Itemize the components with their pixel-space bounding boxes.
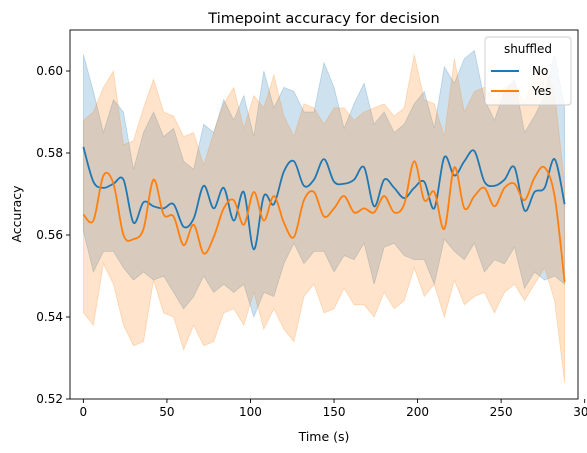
y-axis-label: Accuracy xyxy=(9,185,24,243)
series-lines xyxy=(82,146,566,283)
confidence-band-yes xyxy=(82,54,566,383)
series-line-yes xyxy=(82,160,566,283)
legend-title: shuffled xyxy=(504,42,552,56)
chart-title: Timepoint accuracy for decision xyxy=(207,11,439,27)
y-tick-label: 0.56 xyxy=(36,228,63,242)
plot-frame xyxy=(69,29,579,400)
y-axis-ticks: 0.52 0.54 0.56 0.58 0.60 xyxy=(36,64,70,406)
confidence-bands xyxy=(82,49,566,383)
legend-label-no: No xyxy=(532,64,548,78)
x-axis-label: Time (s) xyxy=(298,429,350,444)
x-tick-label: 0 xyxy=(80,405,88,419)
x-axis-ticks: 0 50 100 150 200 250 300 xyxy=(80,399,587,419)
y-tick-label: 0.58 xyxy=(36,146,63,160)
x-tick-label: 200 xyxy=(406,405,429,419)
x-tick-label: 100 xyxy=(239,405,262,419)
x-tick-label: 50 xyxy=(159,405,174,419)
series-line-no xyxy=(82,146,566,251)
legend: shuffled No Yes xyxy=(484,36,572,106)
y-tick-label: 0.60 xyxy=(36,64,63,78)
x-tick-label: 300 xyxy=(573,405,587,419)
legend-label-yes: Yes xyxy=(531,84,551,98)
confidence-band-no xyxy=(82,49,566,319)
y-tick-label: 0.54 xyxy=(36,310,63,324)
legend-box xyxy=(484,36,572,106)
y-tick-label: 0.52 xyxy=(36,392,63,406)
x-tick-label: 150 xyxy=(323,405,346,419)
x-tick-label: 250 xyxy=(490,405,513,419)
